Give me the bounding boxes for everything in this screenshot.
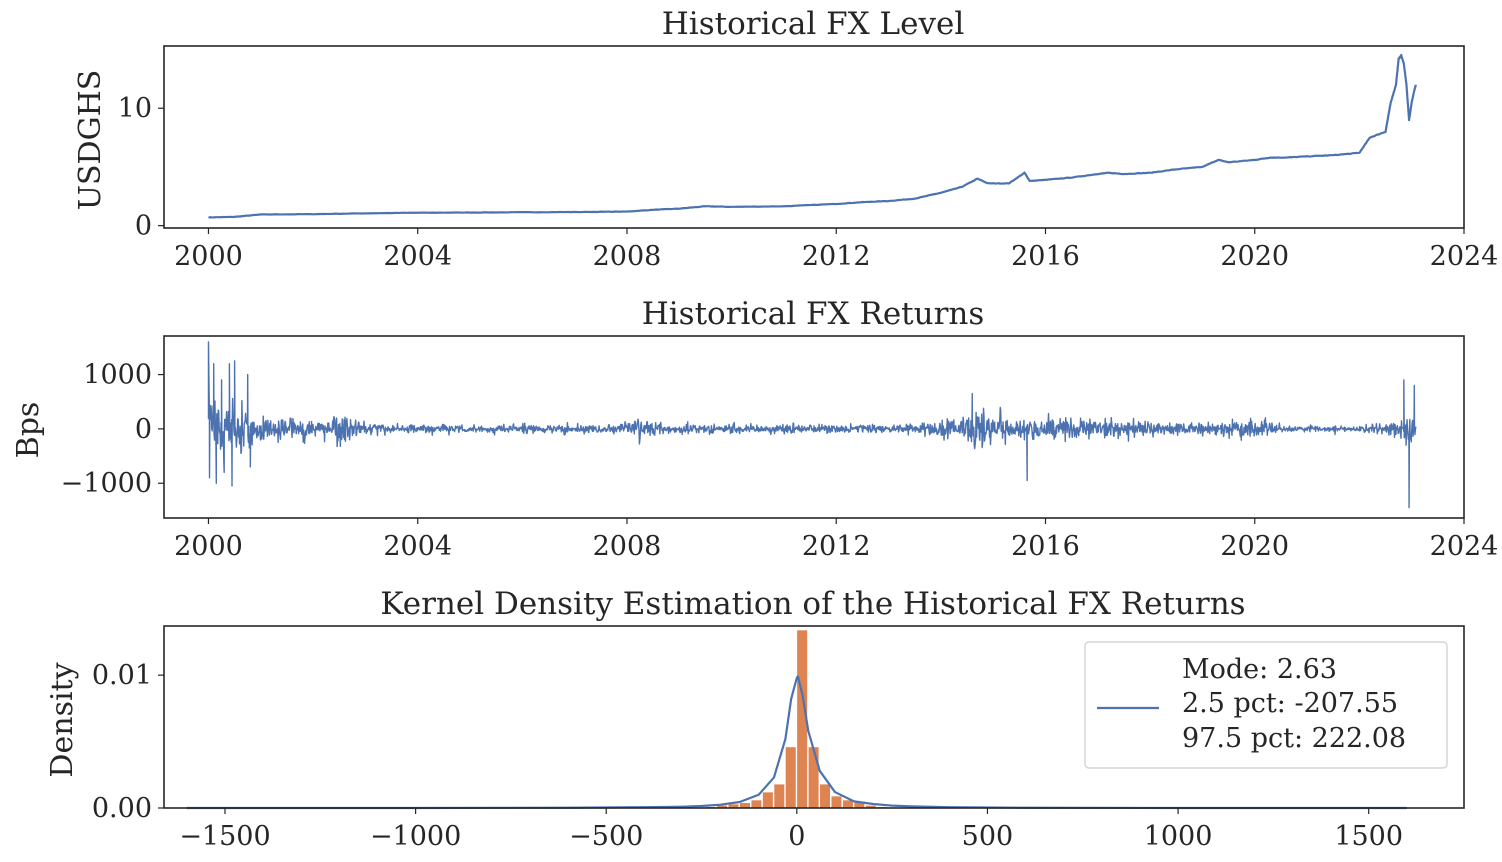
x-tick-label-kde: −1500 — [179, 821, 270, 852]
panel-kde: Kernel Density Estimation of the Histori… — [45, 586, 1465, 852]
x-tick-label-fx-returns: 2020 — [1220, 531, 1289, 562]
fx-level-line — [208, 53, 1417, 219]
x-tick-labels-fx-level: 2000 2004 2008 2012 2016 2020 2024 — [174, 228, 1498, 272]
x-tick-label-fx-returns: 2024 — [1430, 531, 1499, 562]
chart-title-kde: Kernel Density Estimation of the Histori… — [380, 586, 1245, 622]
x-tick-label-fx-returns: 2012 — [802, 531, 871, 562]
chart-title-fx-returns: Historical FX Returns — [642, 296, 985, 332]
x-tick-label-fx-level: 2012 — [802, 241, 871, 272]
histogram-bar — [785, 746, 797, 809]
histogram-bar — [819, 783, 831, 809]
x-tick-label-kde: 0 — [788, 821, 805, 852]
y-tick-labels-fx-level: 0 10 — [118, 93, 164, 242]
y-tick-label-fx-level: 0 — [135, 211, 152, 242]
legend: Mode: 2.63 2.5 pct: -207.55 97.5 pct: 22… — [1084, 641, 1448, 769]
legend-box — [1084, 641, 1448, 769]
kde-curve-group — [186, 675, 1407, 810]
axes-frame-fx-level — [163, 45, 1465, 229]
x-tick-label-kde: −500 — [569, 821, 643, 852]
y-tick-labels-kde: 0.00 0.01 — [92, 660, 164, 824]
histogram-bars-group — [705, 629, 888, 809]
y-tick-label-fx-level: 10 — [118, 93, 152, 124]
x-tick-label-fx-level: 2000 — [174, 241, 243, 272]
y-tick-label-fx-returns: 1000 — [83, 360, 152, 391]
x-tick-label-kde: 1000 — [1144, 821, 1213, 852]
legend-entry-pct-2-5: 2.5 pct: -207.55 — [1182, 688, 1398, 719]
x-tick-label-kde: −1000 — [370, 821, 461, 852]
histogram-bar — [830, 795, 843, 809]
histogram-bar — [762, 791, 774, 809]
x-tick-labels-fx-returns: 2000 2004 2008 2012 2016 2020 2024 — [174, 518, 1498, 562]
fx-returns-line — [207, 341, 1417, 509]
x-tick-label-fx-level: 2004 — [383, 241, 452, 272]
panel-fx-level: Historical FX Level 2000 2004 2008 2012 2016… — [73, 6, 1498, 272]
kde-curve — [186, 675, 1407, 810]
x-tick-label-kde: 1500 — [1334, 821, 1403, 852]
legend-entry-mode: Mode: 2.63 — [1182, 654, 1337, 685]
legend-entry-pct-97-5: 97.5 pct: 222.08 — [1182, 723, 1406, 754]
x-tick-label-fx-returns: 2000 — [174, 531, 243, 562]
histogram-bar — [773, 783, 785, 809]
y-tick-label-kde: 0.01 — [92, 660, 152, 691]
axes-frame-fx-returns — [163, 335, 1465, 519]
x-tick-label-fx-level: 2016 — [1011, 241, 1080, 272]
fx-returns-series-group — [207, 341, 1417, 509]
fx-level-series-group — [208, 53, 1417, 219]
y-tick-label-kde: 0.00 — [92, 793, 152, 824]
x-tick-label-kde: 500 — [962, 821, 1014, 852]
y-axis-label-kde: Density — [45, 662, 80, 777]
x-tick-label-fx-level: 2024 — [1430, 241, 1499, 272]
axes-frame-kde — [163, 625, 1465, 809]
y-axis-label-fx-returns: Bps — [11, 402, 46, 459]
x-tick-label-fx-returns: 2016 — [1011, 531, 1080, 562]
y-axis-label-fx-level: USDGHS — [73, 70, 108, 211]
x-tick-label-fx-level: 2020 — [1220, 241, 1289, 272]
y-tick-label-fx-returns: −1000 — [61, 468, 152, 499]
histogram-bar — [807, 746, 820, 809]
x-tick-label-fx-returns: 2008 — [593, 531, 662, 562]
panel-fx-returns: Historical FX Returns 2000 2004 2008 2012 20… — [11, 296, 1498, 562]
x-tick-labels-kde: −1500 −1000 −500 0 500 1000 1500 — [179, 808, 1403, 852]
y-tick-label-fx-returns: 0 — [135, 414, 152, 445]
x-tick-label-fx-returns: 2004 — [383, 531, 452, 562]
histogram-bar — [750, 799, 763, 809]
x-tick-label-fx-level: 2008 — [593, 241, 662, 272]
chart-title-fx-level: Historical FX Level — [662, 6, 964, 42]
y-tick-labels-fx-returns: 1000 0 −1000 — [61, 360, 164, 499]
